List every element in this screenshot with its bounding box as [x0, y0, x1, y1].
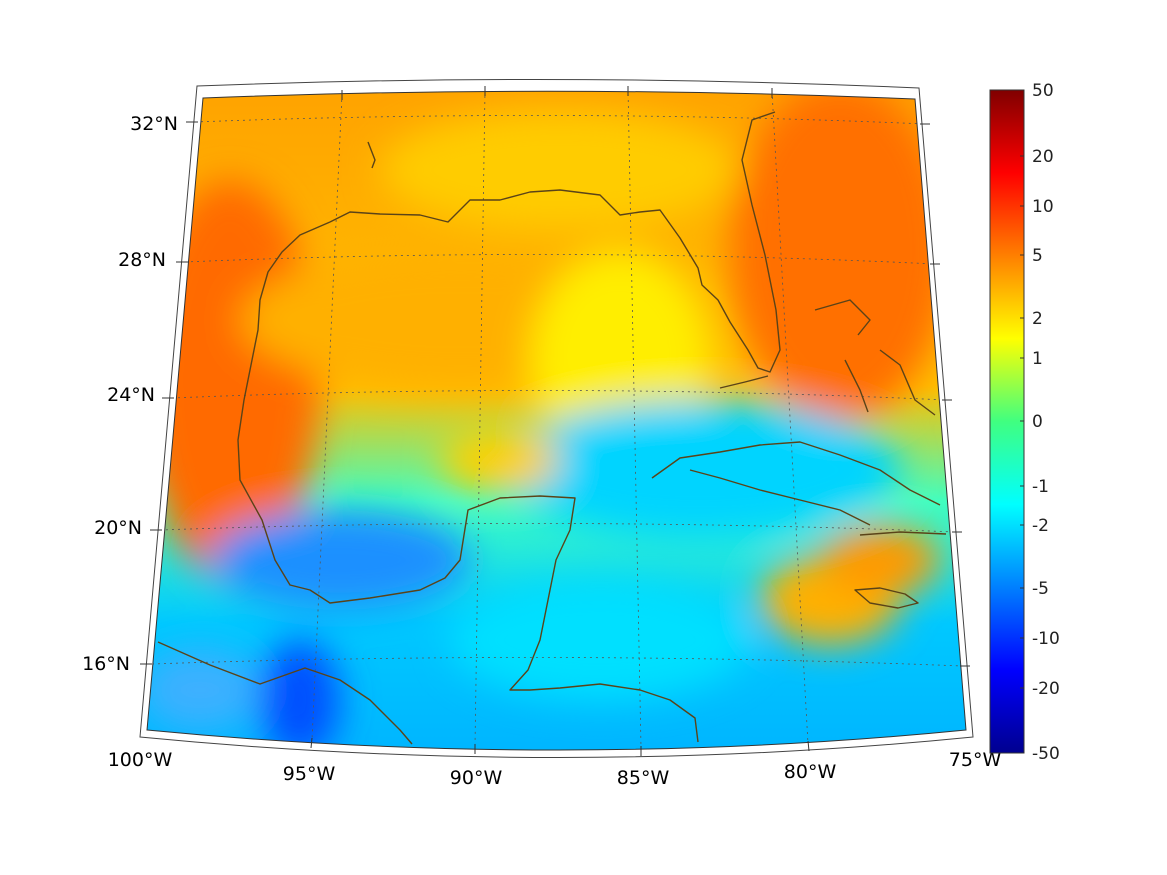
colorbar-tick-neg10: -10 [1032, 629, 1060, 649]
map-frame [146, 90, 967, 751]
lon-label-80w: 80°W [784, 761, 837, 783]
map-outer-frame [139, 78, 974, 758]
colorbar-tick-20: 20 [1032, 147, 1054, 167]
lat-label-20n: 20°N [94, 517, 142, 539]
lat-label-28n: 28°N [118, 249, 166, 271]
data-field [147, 91, 966, 750]
lat-label-32n: 32°N [130, 113, 178, 135]
coastlines [157, 111, 947, 745]
lon-label-90w: 90°W [450, 767, 503, 789]
colorbar-tick-1: 1 [1032, 349, 1043, 369]
colorbar: 50 20 10 5 2 1 0 -1 -2 -5 -10 -20 -50 [989, 81, 1060, 764]
colorbar-tick-2: 2 [1032, 309, 1043, 329]
lon-label-100w: 100°W [108, 749, 173, 771]
frame-ticks [140, 86, 970, 756]
colorbar-gradient [989, 89, 1025, 754]
colorbar-tick-10: 10 [1032, 197, 1054, 217]
lat-label-24n: 24°N [107, 384, 155, 406]
lon-label-95w: 95°W [283, 763, 336, 785]
lon-label-75w: 75°W [949, 749, 1002, 771]
colorbar-tick-neg50: -50 [1032, 744, 1060, 764]
latitude-labels: 32°N 28°N 24°N 20°N 16°N [82, 113, 178, 675]
colorbar-tick-neg20: -20 [1032, 679, 1060, 699]
colorbar-tick-neg1: -1 [1032, 477, 1049, 497]
colorbar-tick-5: 5 [1032, 246, 1043, 266]
colorbar-tick-neg5: -5 [1032, 579, 1049, 599]
colorbar-tick-neg2: -2 [1032, 516, 1049, 536]
colorbar-tick-0: 0 [1032, 412, 1043, 432]
lon-label-85w: 85°W [617, 767, 670, 789]
colorbar-tick-50: 50 [1032, 81, 1054, 101]
lat-label-16n: 16°N [82, 653, 130, 675]
longitude-labels: 100°W 95°W 90°W 85°W 80°W 75°W [108, 749, 1002, 789]
